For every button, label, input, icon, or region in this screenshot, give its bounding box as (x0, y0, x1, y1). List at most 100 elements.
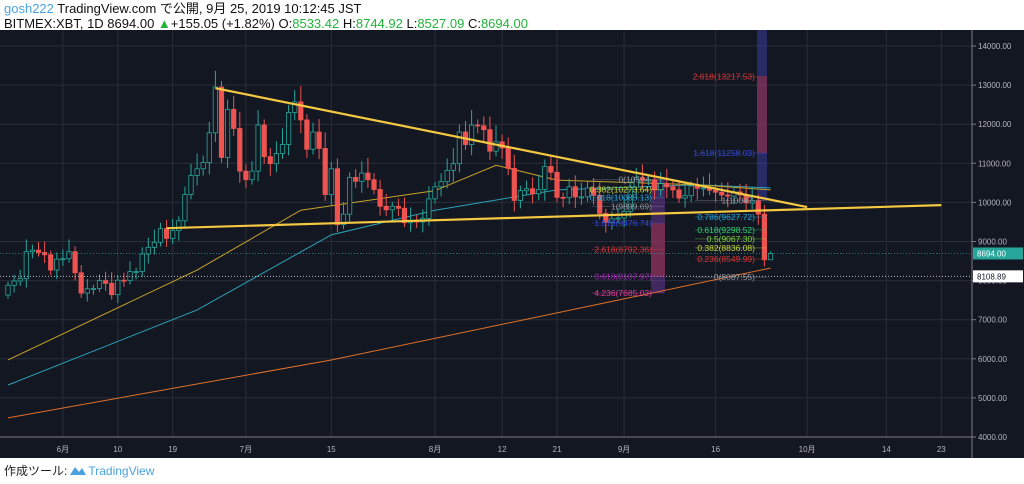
y-tick-label: 13000.00 (978, 81, 1012, 90)
price-tag (973, 247, 1023, 260)
trendline (215, 87, 808, 209)
candle-body (322, 148, 328, 195)
price-change: +155.05 (+1.82%) (170, 16, 275, 31)
candle-body (359, 172, 365, 182)
candle-body (121, 279, 127, 282)
candle-body (304, 119, 310, 150)
y-tick-label: 6000.00 (978, 355, 1007, 364)
footer: 作成ツール: TradingView (4, 462, 154, 479)
fib-zone-right-red (757, 76, 767, 154)
candle-body (249, 170, 255, 181)
x-tick-label: 10 (113, 445, 122, 454)
candle-body (200, 162, 206, 170)
x-tick-label: 19 (168, 445, 177, 454)
candle-body (749, 200, 755, 204)
open-label: O: (278, 16, 293, 31)
candle-body (676, 189, 682, 199)
candle-body (188, 175, 194, 195)
fib-level-label: 1(9899.69) (611, 201, 652, 211)
fib-level-label: 0.5(9067.30) (707, 234, 755, 244)
candle-body (35, 249, 42, 253)
candle-body (401, 207, 408, 224)
candle-body (487, 129, 493, 152)
candle-body (157, 228, 164, 243)
candle-body (29, 249, 36, 253)
candle-body (353, 176, 359, 182)
high-value: 8744.92 (355, 16, 403, 31)
x-tick-label: 8月 (429, 445, 441, 454)
candle-body (468, 124, 475, 145)
candle-body (609, 218, 615, 223)
candle-body (761, 213, 768, 261)
x-tick-label: 7月 (240, 445, 252, 454)
close-label: C: (467, 16, 481, 31)
candle-body (664, 183, 670, 188)
tradingview-link[interactable]: TradingView (70, 464, 154, 478)
open-value: 8533.42 (292, 16, 340, 31)
candle-body (176, 220, 182, 231)
candle-body (377, 189, 383, 207)
candle-body (713, 189, 719, 193)
candle-body (231, 108, 237, 129)
candle-body (243, 170, 249, 181)
candle-body (23, 251, 29, 280)
candle-body (346, 176, 353, 215)
candle-body (84, 288, 90, 294)
candle-body (456, 131, 463, 165)
candle-body (597, 194, 603, 214)
price-tag-label: 8694.00 (977, 249, 1006, 258)
low-label: L: (406, 16, 418, 31)
candle-body (572, 186, 578, 198)
fib-level-label: 0.236(8549.99) (697, 254, 755, 264)
candle-body (395, 205, 402, 209)
candle-body (652, 179, 658, 191)
candle-body (481, 125, 487, 131)
candle-body (633, 177, 639, 188)
candle-body (371, 179, 377, 190)
candle-body (719, 191, 725, 196)
candle-body (584, 187, 591, 198)
fib-level-label: 2.618(13217.53) (693, 72, 756, 82)
candle-body (365, 172, 371, 181)
candle-body (103, 280, 109, 284)
candle-body (298, 101, 304, 121)
candle-body (42, 252, 48, 256)
fib-level-label: 0.786(9627.72) (697, 212, 755, 222)
candle-body (542, 166, 548, 190)
tradingview-logo-icon (70, 467, 87, 475)
author-link[interactable]: gosh222 (4, 1, 54, 16)
tradingview-brand: TradingView (88, 463, 155, 478)
candle-body (334, 168, 341, 226)
fib-level-label: 0(10584. (618, 175, 652, 185)
candle-body (145, 246, 151, 255)
x-tick-label: 12 (498, 445, 507, 454)
y-tick-label: 9000.00 (978, 238, 1007, 247)
moving-average-ma200 (7, 267, 771, 419)
candle-body (255, 124, 261, 172)
price-chart[interactable]: 14000.00 13000.00 12000.00 11000.00 10000.00… (0, 30, 1024, 458)
price-tag (973, 270, 1023, 283)
x-tick-label: 23 (937, 445, 946, 454)
candle-body (426, 198, 432, 219)
high-label: H: (342, 16, 356, 31)
candle-body (127, 271, 133, 281)
candle-body (615, 217, 621, 220)
candle-body (511, 167, 517, 201)
candle-body (261, 124, 267, 158)
candle-body (450, 163, 456, 171)
candle-body (530, 188, 536, 195)
candle-body (505, 147, 511, 169)
fib-level-label: 0.382(8836.08) (697, 243, 755, 253)
fib-level-label: 3.618(8107.97) (594, 271, 652, 281)
chart-background (0, 30, 1024, 458)
y-tick-label: 11000.00 (978, 159, 1011, 168)
y-tick-label: 14000.00 (978, 42, 1012, 51)
candle-body (328, 168, 334, 195)
fib-level-label: 0.618(9298.52) (697, 225, 755, 235)
candle-body (548, 166, 554, 173)
y-tick-label: 10000.00 (978, 198, 1012, 207)
candle-body (139, 253, 145, 273)
candle-body (389, 205, 395, 211)
candle-body (273, 153, 280, 165)
candle-body (90, 288, 96, 290)
